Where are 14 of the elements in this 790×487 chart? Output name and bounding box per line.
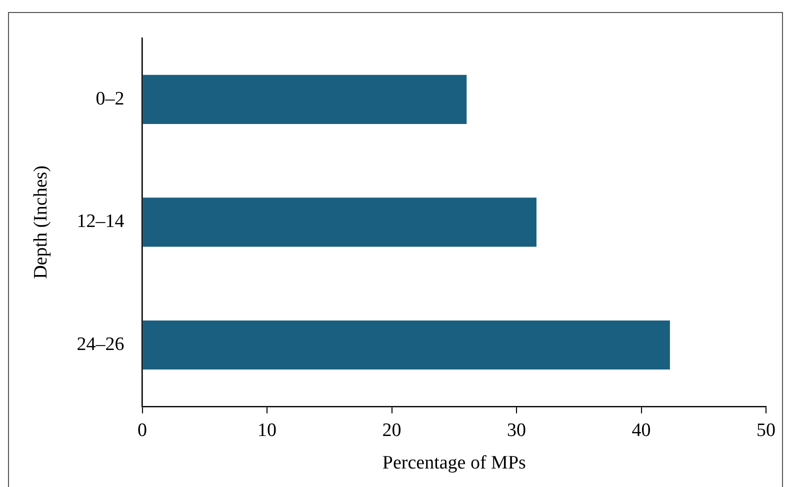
y-axis-title: Depth (Inches) bbox=[30, 165, 52, 279]
x-axis-title: Percentage of MPs bbox=[382, 452, 526, 474]
bar bbox=[142, 74, 467, 124]
x-tick-label: 30 bbox=[507, 420, 526, 441]
x-tick-label: 0 bbox=[138, 420, 148, 441]
x-tick-label: 50 bbox=[756, 420, 776, 441]
x-tick-label: 20 bbox=[382, 420, 402, 441]
bar bbox=[142, 198, 536, 247]
y-tick-label: 24–26 bbox=[76, 334, 124, 355]
y-tick-label: 12–14 bbox=[76, 211, 125, 232]
bar bbox=[142, 320, 670, 370]
y-tick-label: 0–2 bbox=[96, 88, 124, 110]
x-tick-label: 10 bbox=[258, 420, 277, 441]
x-tick-label: 40 bbox=[632, 420, 651, 441]
